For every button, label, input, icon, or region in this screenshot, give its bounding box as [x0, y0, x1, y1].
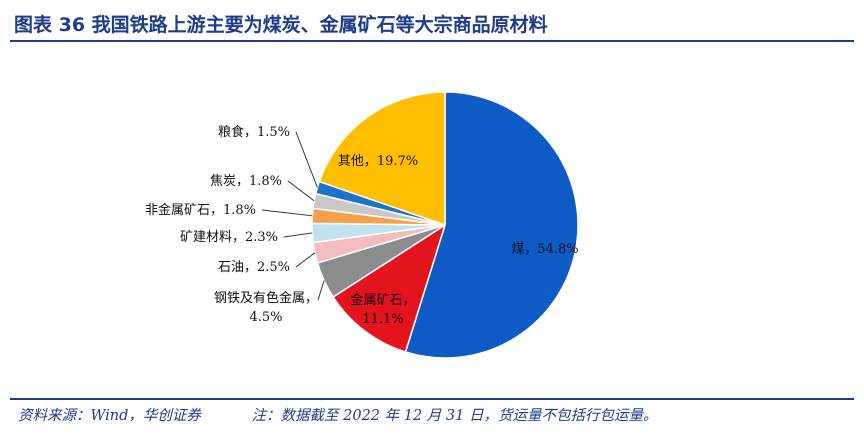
- data-label-2-name: 钢铁及有色金属，: [214, 290, 318, 306]
- footer-divider: [10, 398, 854, 400]
- leader-line-5: [261, 209, 313, 217]
- pie-slice-1: [332, 223, 447, 353]
- data-label-3: 石油，2.5%: [218, 260, 290, 275]
- pie-chart: 煤，54.8% 金属矿石， 11.1% 其他，19.7% 粮食，1.5% 焦炭，1.8% 非…: [145, 91, 579, 359]
- chart-title: 图表 36 我国铁路上游主要为煤炭、金属矿石等大宗商品原材料: [14, 14, 548, 36]
- source-text: 资料来源：Wind，华创证券: [18, 408, 201, 424]
- leader-line-4: [283, 232, 313, 238]
- chart-area: 煤，54.8% 金属矿石， 11.1% 其他，19.7% 粮食，1.5% 焦炭，1.8% 非…: [0, 42, 864, 397]
- data-label-4: 矿建材料，2.3%: [180, 230, 278, 245]
- data-label-0: 煤，54.8%: [511, 242, 578, 257]
- data-label-8: 其他，19.7%: [338, 154, 418, 169]
- data-label-1-name: 金属矿石，: [350, 292, 415, 308]
- data-label-5: 非金属矿石，1.8%: [145, 202, 256, 218]
- leader-line-2: [317, 280, 325, 301]
- pie-slice-0: [404, 91, 579, 359]
- title-bar: 图表 36 我国铁路上游主要为煤炭、金属矿石等大宗商品原材料: [10, 6, 854, 42]
- pie-slice-8: [318, 91, 446, 227]
- data-label-6: 焦炭，1.8%: [210, 174, 282, 189]
- note-text: 注：数据截至 2022 年 12 月 31 日，货运量不包括行包运量。: [251, 408, 658, 424]
- leader-line-3: [295, 252, 316, 268]
- leader-line-6: [287, 180, 315, 202]
- data-label-7: 粮食，1.5%: [218, 124, 290, 140]
- leader-line-7: [295, 131, 318, 188]
- data-label-2-value: 4.5%: [249, 310, 282, 325]
- data-label-1-value: 11.1%: [362, 312, 403, 327]
- footer: 资料来源：Wind，华创证券 注：数据截至 2022 年 12 月 31 日，货…: [18, 404, 657, 425]
